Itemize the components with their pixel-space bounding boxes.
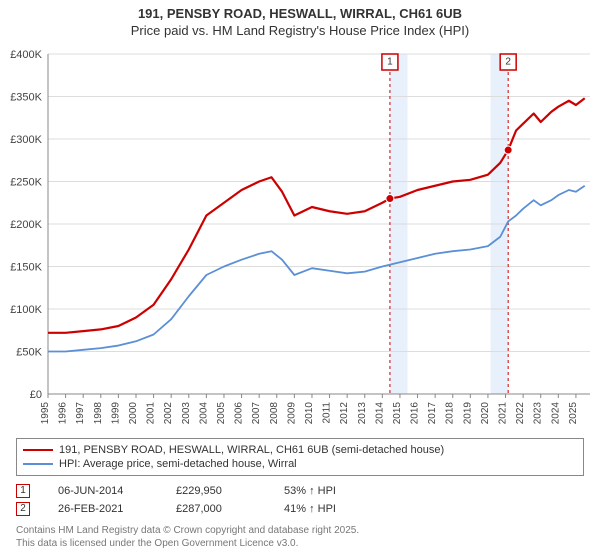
svg-text:2017: 2017 — [427, 401, 438, 424]
svg-text:1996: 1996 — [58, 401, 69, 424]
svg-text:£100K: £100K — [10, 304, 42, 316]
svg-text:2015: 2015 — [392, 401, 403, 424]
chart-svg: £0 £50K £100K £150K £200K £250K £300K £350K £400… — [0, 44, 600, 434]
legend-box: 191, PENSBY ROAD, HESWALL, WIRRAL, CH61 … — [16, 438, 584, 476]
svg-text:2020: 2020 — [480, 401, 491, 424]
sale-hpi-1: 53% ↑ HPI — [284, 485, 336, 497]
sale-marker-2: 2 — [16, 502, 30, 516]
sale-date-1: 06-JUN-2014 — [58, 485, 148, 497]
svg-text:2012: 2012 — [339, 401, 350, 424]
svg-text:2: 2 — [505, 57, 511, 68]
chart-container: 191, PENSBY ROAD, HESWALL, WIRRAL, CH61 … — [0, 0, 600, 560]
sale-date-2: 26-FEB-2021 — [58, 503, 148, 515]
svg-text:2014: 2014 — [374, 401, 385, 424]
svg-text:2021: 2021 — [498, 401, 509, 424]
svg-text:2025: 2025 — [568, 401, 579, 424]
svg-text:£200K: £200K — [10, 219, 42, 231]
chart-title-line1: 191, PENSBY ROAD, HESWALL, WIRRAL, CH61 … — [0, 0, 600, 23]
svg-text:1995: 1995 — [40, 401, 51, 424]
chart-plot: £0 £50K £100K £150K £200K £250K £300K £350K £400… — [0, 44, 600, 434]
svg-text:2003: 2003 — [181, 401, 192, 424]
footnote-line1: Contains HM Land Registry data © Crown c… — [16, 524, 584, 537]
svg-text:2019: 2019 — [462, 401, 473, 424]
svg-text:1: 1 — [387, 57, 393, 68]
svg-text:2022: 2022 — [515, 401, 526, 424]
svg-text:1998: 1998 — [93, 401, 104, 424]
svg-text:2000: 2000 — [128, 401, 139, 424]
footnote-line2: This data is licensed under the Open Gov… — [16, 537, 584, 550]
chart-title-line2: Price paid vs. HM Land Registry's House … — [0, 23, 600, 44]
svg-text:2023: 2023 — [533, 401, 544, 424]
svg-text:2002: 2002 — [163, 401, 174, 424]
svg-text:2013: 2013 — [357, 401, 368, 424]
svg-text:£150K: £150K — [10, 261, 42, 273]
svg-text:1999: 1999 — [110, 401, 121, 424]
legend-label-2: HPI: Average price, semi-detached house,… — [59, 458, 297, 470]
legend-row-hpi: HPI: Average price, semi-detached house,… — [23, 457, 577, 471]
svg-text:2008: 2008 — [269, 401, 280, 424]
legend-swatch-1 — [23, 449, 53, 451]
footnote: Contains HM Land Registry data © Crown c… — [16, 524, 584, 550]
svg-text:2004: 2004 — [198, 401, 209, 424]
sale-hpi-2: 41% ↑ HPI — [284, 503, 336, 515]
svg-text:1997: 1997 — [75, 401, 86, 424]
svg-text:2024: 2024 — [550, 401, 561, 424]
svg-text:£0: £0 — [30, 389, 42, 401]
svg-text:2001: 2001 — [146, 401, 157, 424]
svg-text:2016: 2016 — [410, 401, 421, 424]
sale-marker-1: 1 — [16, 484, 30, 498]
svg-text:£300K: £300K — [10, 134, 42, 146]
svg-text:£250K: £250K — [10, 176, 42, 188]
svg-text:2006: 2006 — [234, 401, 245, 424]
svg-text:2005: 2005 — [216, 401, 227, 424]
svg-text:2018: 2018 — [445, 401, 456, 424]
svg-text:2009: 2009 — [286, 401, 297, 424]
svg-text:£400K: £400K — [10, 49, 42, 61]
sale-price-2: £287,000 — [176, 503, 256, 515]
svg-text:2007: 2007 — [251, 401, 262, 424]
svg-text:£50K: £50K — [16, 346, 42, 358]
legend-swatch-2 — [23, 463, 53, 465]
svg-text:2011: 2011 — [322, 401, 333, 423]
svg-text:2010: 2010 — [304, 401, 315, 424]
sale-row-1: 1 06-JUN-2014 £229,950 53% ↑ HPI — [16, 482, 584, 500]
svg-text:£350K: £350K — [10, 91, 42, 103]
sale-row-2: 2 26-FEB-2021 £287,000 41% ↑ HPI — [16, 500, 584, 518]
legend-label-1: 191, PENSBY ROAD, HESWALL, WIRRAL, CH61 … — [59, 444, 444, 456]
legend-row-price-paid: 191, PENSBY ROAD, HESWALL, WIRRAL, CH61 … — [23, 443, 577, 457]
sale-price-1: £229,950 — [176, 485, 256, 497]
sale-table: 1 06-JUN-2014 £229,950 53% ↑ HPI 2 26-FE… — [16, 482, 584, 518]
